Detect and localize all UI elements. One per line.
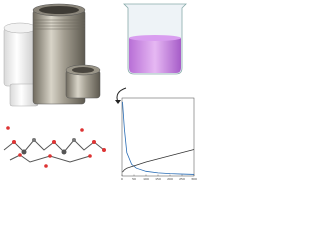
x-tick-label: 150 — [155, 177, 161, 181]
series-line — [122, 149, 195, 173]
x-tick-label: 300 — [191, 177, 197, 181]
series-line — [122, 101, 195, 175]
x-tick-label: 100 — [143, 177, 149, 181]
x-tick-label: 250 — [179, 177, 185, 181]
crystal-structure — [3, 126, 106, 168]
graphical-abstract: 0 50 100 150 200 250 300 — [3, 3, 197, 181]
arrow-head — [115, 100, 121, 104]
x-tick-label: 0 — [121, 177, 123, 181]
chart-frame — [121, 97, 195, 177]
x-tick-label: 50 — [132, 177, 136, 181]
x-tick-label: 200 — [167, 177, 173, 181]
beaker — [123, 3, 187, 75]
autoclave-cap — [65, 64, 101, 99]
